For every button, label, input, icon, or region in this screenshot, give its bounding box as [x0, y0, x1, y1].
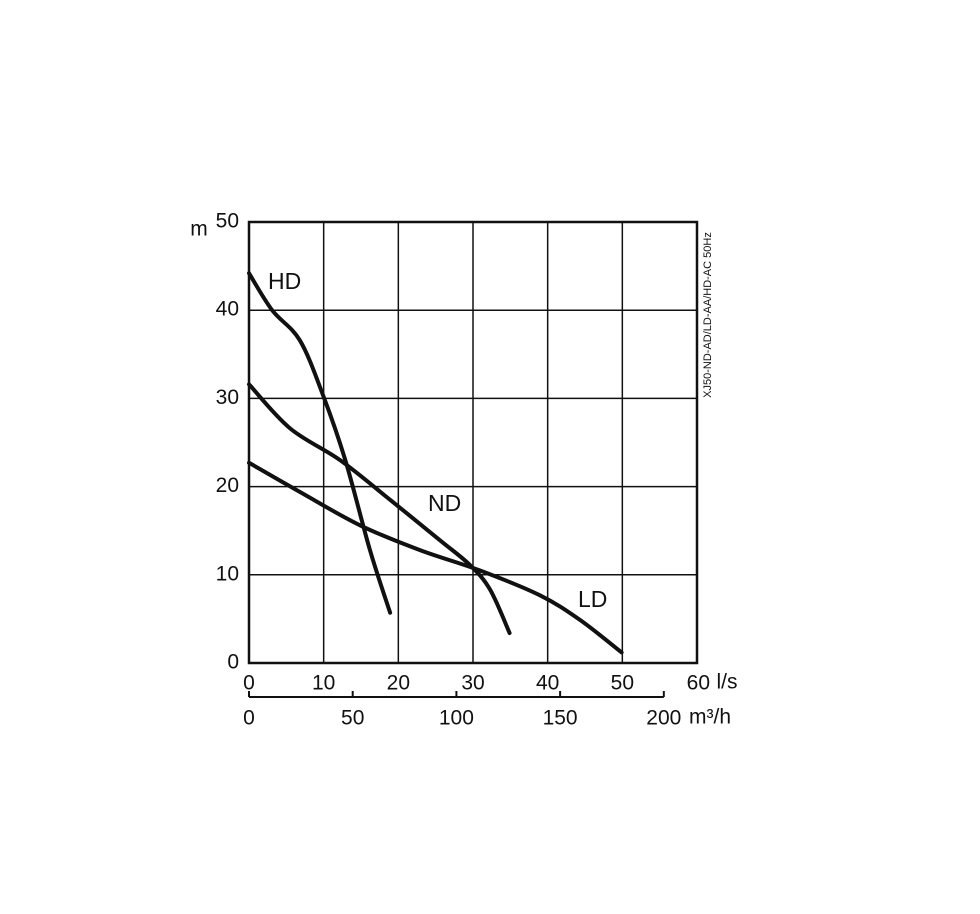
curve [247, 382, 512, 636]
x2-tick-label: 50 [341, 707, 364, 730]
series-label: ND [428, 490, 461, 516]
curve [247, 271, 393, 615]
series-label: LD [578, 586, 607, 612]
side-note: XJ50-ND-AD/LD-AA/HD-AC 50Hz [702, 232, 714, 398]
x2-tick-label: 150 [543, 707, 578, 730]
x-tick-label: 30 [461, 672, 484, 695]
y-tick-label: 20 [216, 474, 239, 497]
x-axis-label: l/s [717, 671, 738, 694]
plot-frame [247, 220, 699, 665]
y-tick-label: 0 [227, 651, 239, 674]
series-label: HD [268, 268, 301, 294]
y-axis-label: m [190, 218, 208, 241]
x2-tick-label: 0 [243, 707, 255, 730]
x2-tick-label: 200 [646, 707, 681, 730]
x-tick-label: 60 [687, 672, 710, 695]
x2-tick-label: 100 [439, 707, 474, 730]
y-tick-label: 10 [216, 562, 239, 585]
x-tick-label: 20 [387, 672, 410, 695]
x-tick-label: 50 [611, 672, 634, 695]
x2-axis-label: m³/h [689, 706, 731, 729]
curve [247, 460, 624, 655]
y-tick-label: 40 [216, 298, 239, 321]
x-tick-label: 0 [243, 672, 255, 695]
y-tick-label: 30 [216, 386, 239, 409]
x-tick-label: 10 [312, 672, 335, 695]
y-tick-label: 50 [216, 210, 239, 233]
x-tick-label: 40 [536, 672, 559, 695]
